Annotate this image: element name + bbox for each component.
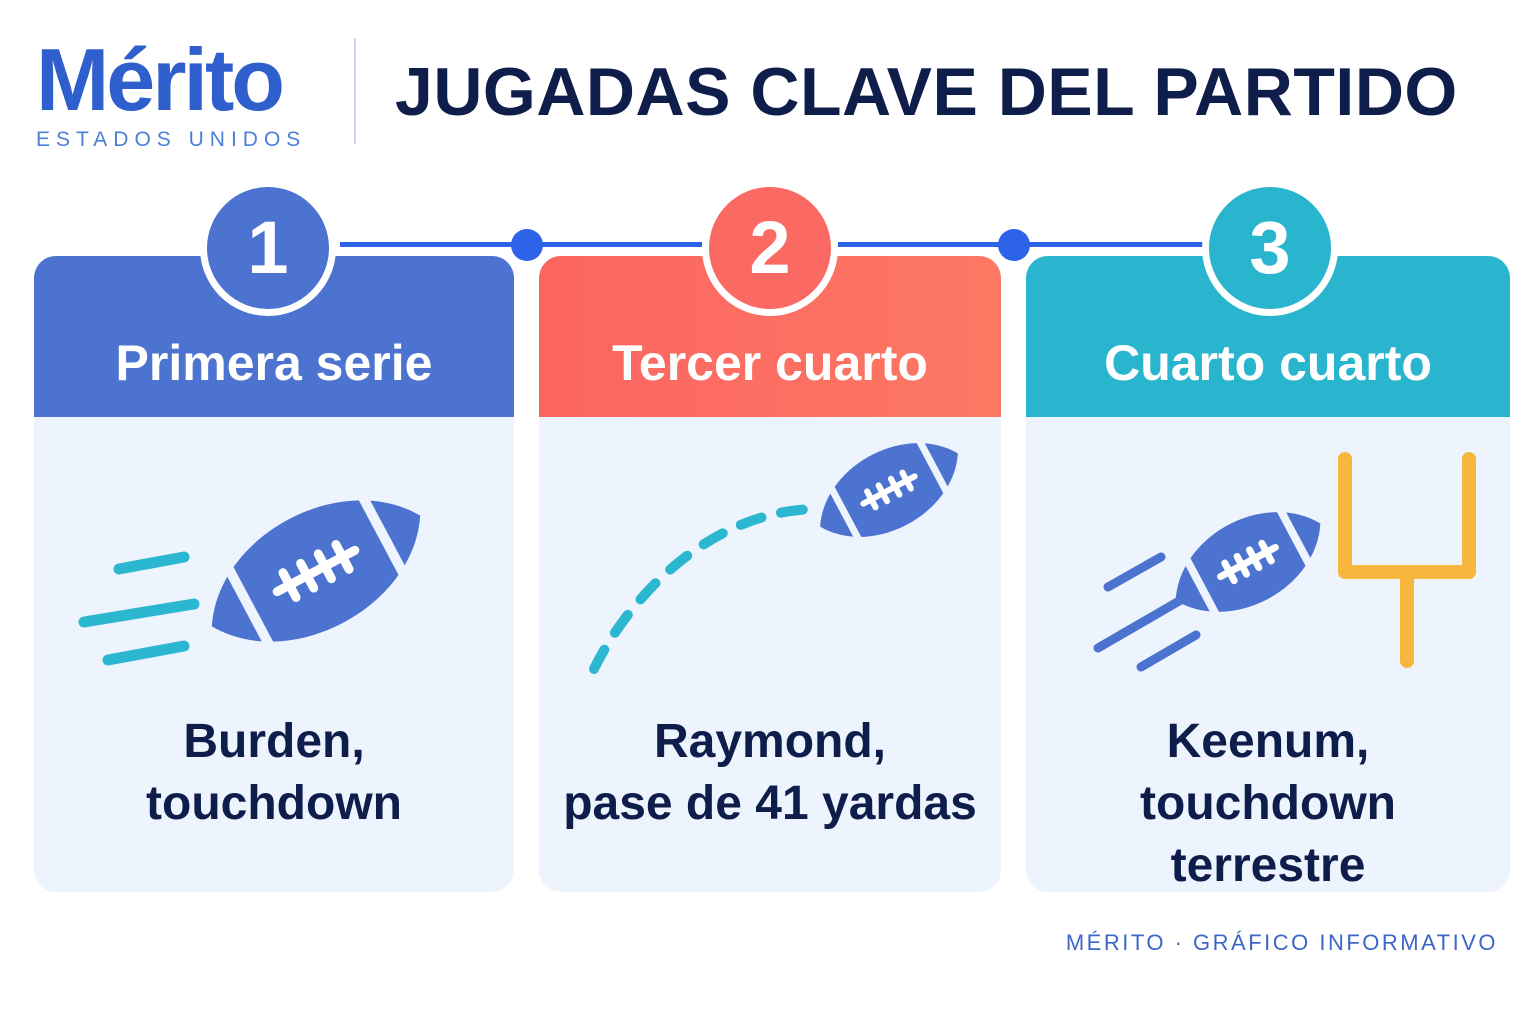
play-number-badge-3: 3 [1202,180,1338,316]
play-description: Burden, touchdown [34,711,514,835]
header-divider [354,38,356,144]
timeline-dot-1 [511,229,543,261]
play-card-1: Primera serie Burden, touchdown [34,256,514,892]
brand-name: Mérito [36,30,285,129]
play-player: Raymond, [653,715,887,768]
play-result: touchdown [146,777,402,830]
play-number-badge-1: 1 [200,180,336,316]
play-number-badge-2: 2 [702,180,838,316]
play-player: Keenum, [1166,715,1370,768]
play-result: touchdown terrestre [1140,777,1396,892]
brand-logo: Mérito ESTADOS UNIDOS [36,36,336,152]
football-speed-icon [78,476,421,666]
play-header-label: Primera serie [115,335,433,391]
play-description: Keenum, touchdown terrestre [1026,711,1510,892]
football-pass-arc-icon [589,427,958,674]
footer-credit: MÉRITO · GRÁFICO INFORMATIVO [1065,930,1498,955]
play-header-label: Cuarto cuarto [1104,335,1432,391]
play-player: Burden, [183,715,365,768]
play-description: Raymond, pase de 41 yardas [539,711,1001,835]
play-result: pase de 41 yardas [563,777,977,830]
play-card-2: Tercer cuarto Raymond, pase de 41 yardas [539,256,1001,892]
play-card-header: Cuarto cuarto [1026,256,1510,417]
play-header-label: Tercer cuarto [612,335,928,391]
timeline-dot-2 [998,229,1030,261]
page-title: JUGADAS CLAVE DEL PARTIDO [395,54,1458,130]
football-goalpost-icon [1093,452,1476,672]
play-card-3: Cuarto cuarto Keenum, [1026,256,1510,892]
brand-subtitle: ESTADOS UNIDOS [36,128,307,151]
